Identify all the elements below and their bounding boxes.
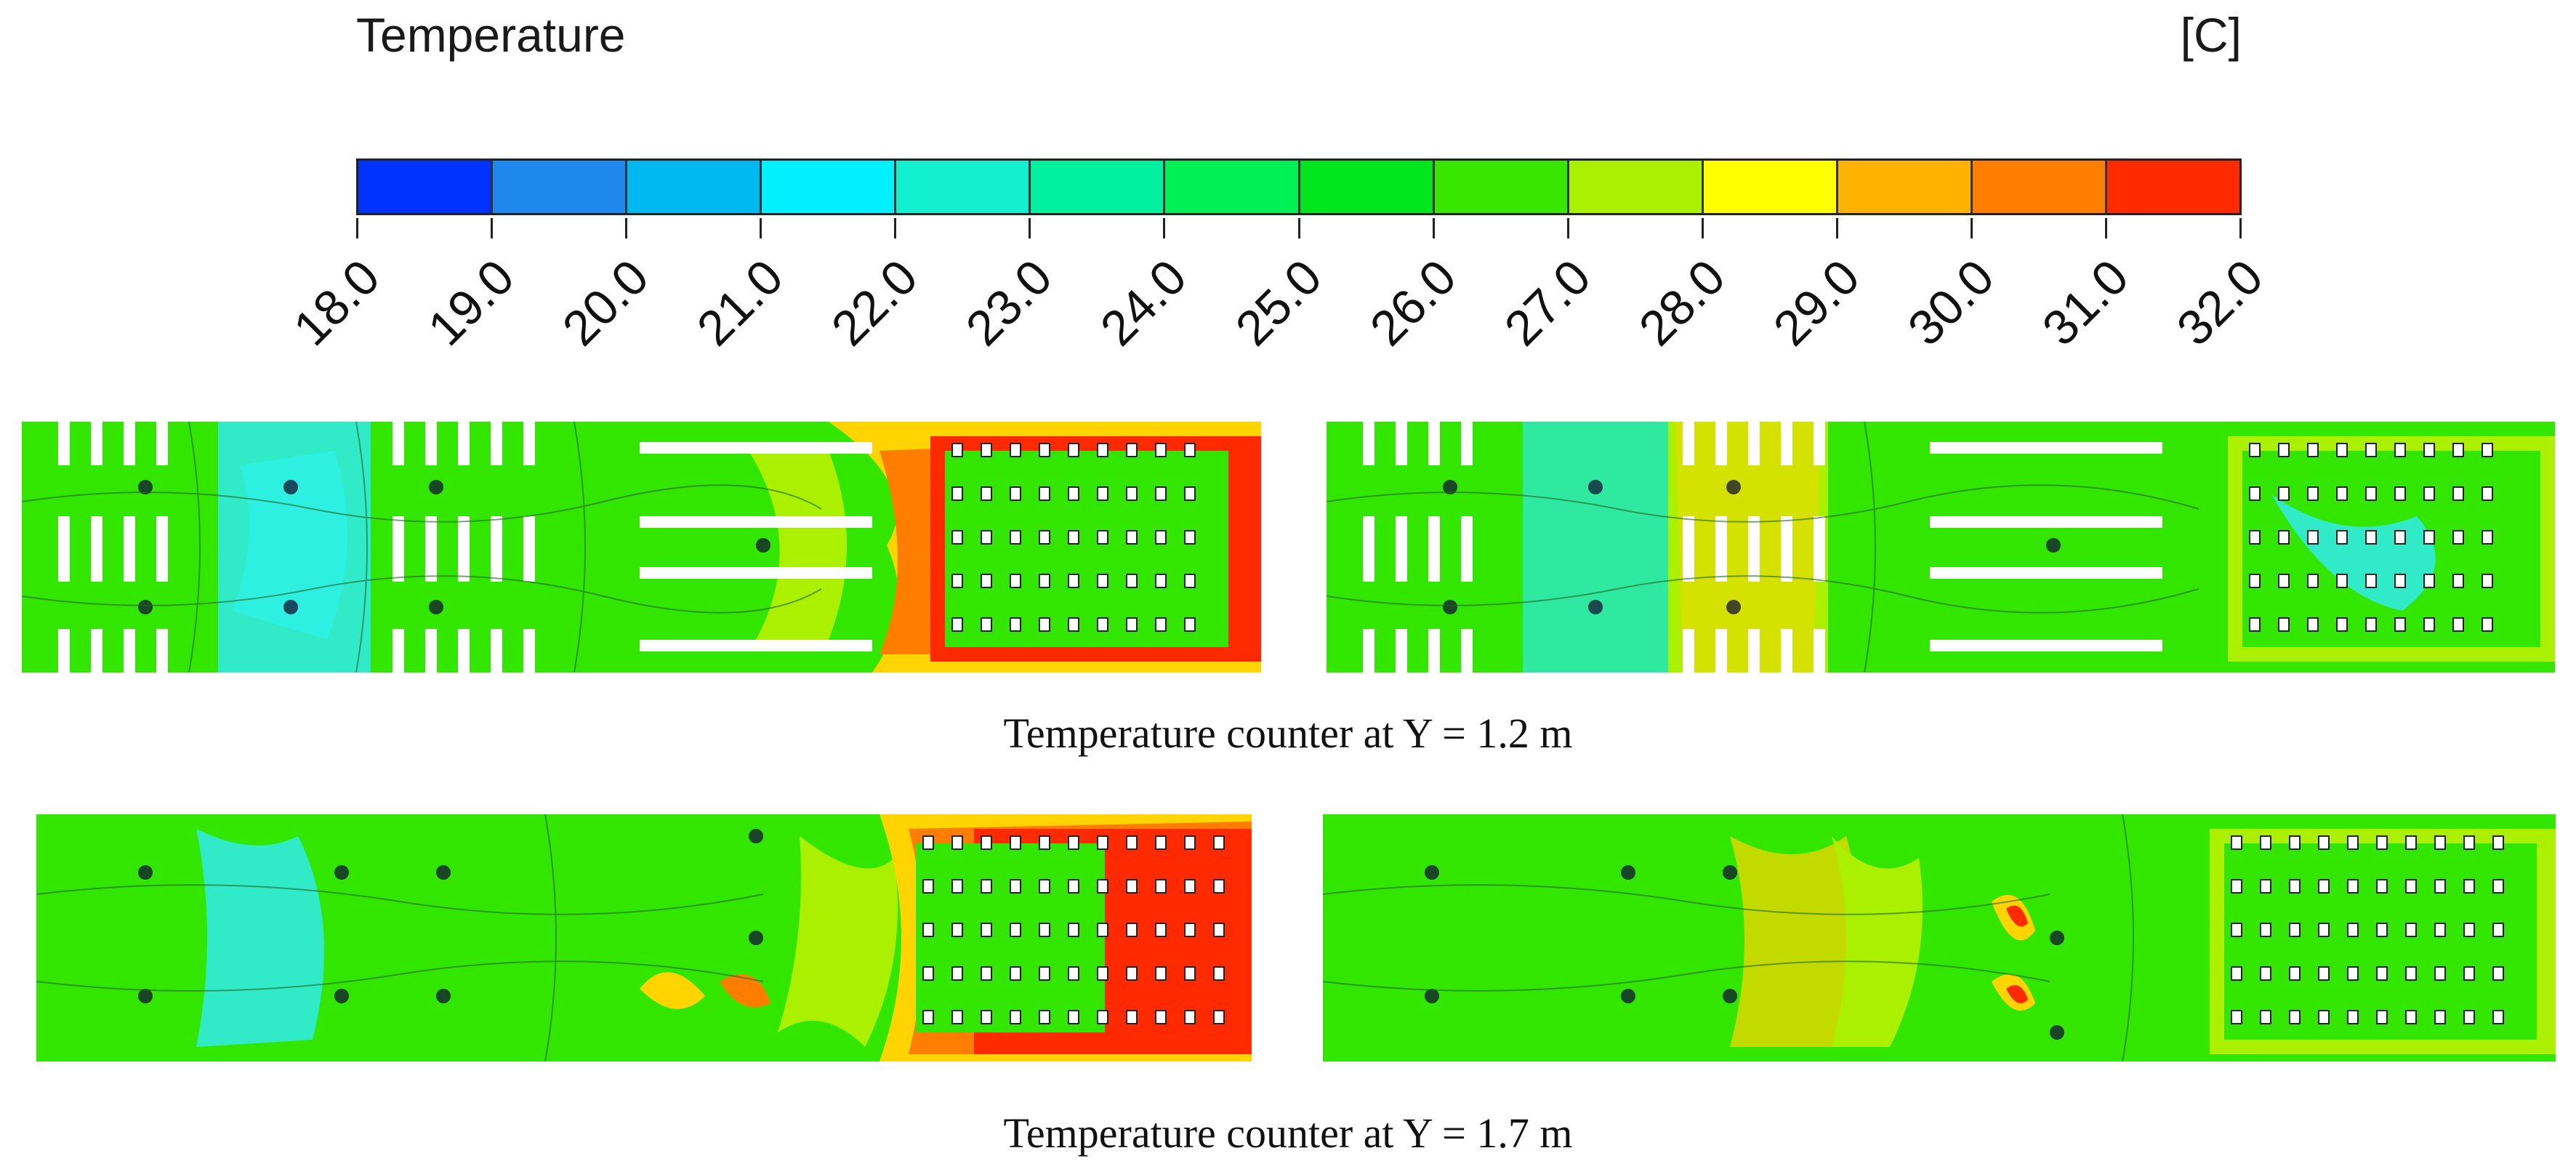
colorbar-segment — [1300, 161, 1435, 213]
colorbar-segment — [2107, 161, 2240, 213]
contour-plot — [36, 814, 1252, 1061]
contour-panel-y17-right — [1323, 814, 2556, 1061]
colorbar-segment — [1838, 161, 1973, 213]
contour-plot — [1327, 422, 2555, 673]
legend-title: Temperature — [356, 8, 626, 62]
colorbar-segment — [1703, 161, 1838, 213]
colorbar-segment — [1031, 161, 1166, 213]
colorbar-tick-label: 27.0 — [1494, 249, 1601, 357]
colorbar-tick-label: 19.0 — [417, 249, 525, 357]
colorbar-segment — [1434, 161, 1569, 213]
colorbar-tick — [2239, 218, 2242, 238]
colorbar-tick-label: 18.0 — [283, 249, 390, 357]
legend-unit: [C] — [2180, 8, 2242, 62]
colorbar-segment — [1569, 161, 1704, 213]
colorbar-tick-label: 25.0 — [1224, 249, 1332, 357]
colorbar-tick-label: 32.0 — [2166, 249, 2274, 357]
colorbar-tick — [894, 218, 897, 238]
colorbar-segment — [762, 161, 897, 213]
colorbar-tick — [2104, 218, 2107, 238]
colorbar-tick — [1566, 218, 1569, 238]
colorbar-tick — [491, 218, 494, 238]
colorbar-tick-label: 20.0 — [552, 249, 659, 357]
colorbar-tick-label: 23.0 — [955, 249, 1063, 357]
contour-plot — [22, 422, 1261, 673]
caption-y17: Temperature counter at Y = 1.7 m — [1003, 1109, 1573, 1157]
colorbar — [356, 158, 2242, 215]
colorbar-tick — [356, 218, 358, 238]
colorbar-tick-label: 30.0 — [1897, 249, 2005, 357]
colorbar-tick — [1029, 218, 1031, 238]
colorbar-tick — [1835, 218, 1838, 238]
colorbar-tick — [760, 218, 762, 238]
colorbar-tick-label: 21.0 — [686, 249, 794, 357]
colorbar-tick-label: 22.0 — [821, 249, 929, 357]
contour-plot — [1323, 814, 2556, 1061]
colorbar-segment — [358, 161, 494, 213]
colorbar-tick-label: 28.0 — [1628, 249, 1736, 357]
caption-y12: Temperature counter at Y = 1.2 m — [1003, 710, 1573, 757]
colorbar-tick — [1701, 218, 1704, 238]
colorbar-tick-label: 26.0 — [1359, 249, 1467, 357]
contour-panel-y12-left — [22, 422, 1261, 673]
colorbar-segment — [493, 161, 628, 213]
colorbar-tick — [1297, 218, 1300, 238]
colorbar-tick — [1163, 218, 1166, 238]
colorbar-tick-label: 29.0 — [1763, 249, 1870, 357]
colorbar-tick — [625, 218, 628, 238]
colorbar-segment — [1972, 161, 2108, 213]
contour-panel-y17-left — [36, 814, 1252, 1061]
colorbar-tick-label: 31.0 — [2032, 249, 2139, 357]
colorbar-segment — [896, 161, 1031, 213]
colorbar-segment — [627, 161, 762, 213]
contour-panel-y12-right — [1327, 422, 2555, 673]
colorbar-tick — [1432, 218, 1435, 238]
colorbar-tick — [1970, 218, 1973, 238]
colorbar-segment — [1165, 161, 1300, 213]
colorbar-tick-label: 24.0 — [1090, 249, 1198, 357]
